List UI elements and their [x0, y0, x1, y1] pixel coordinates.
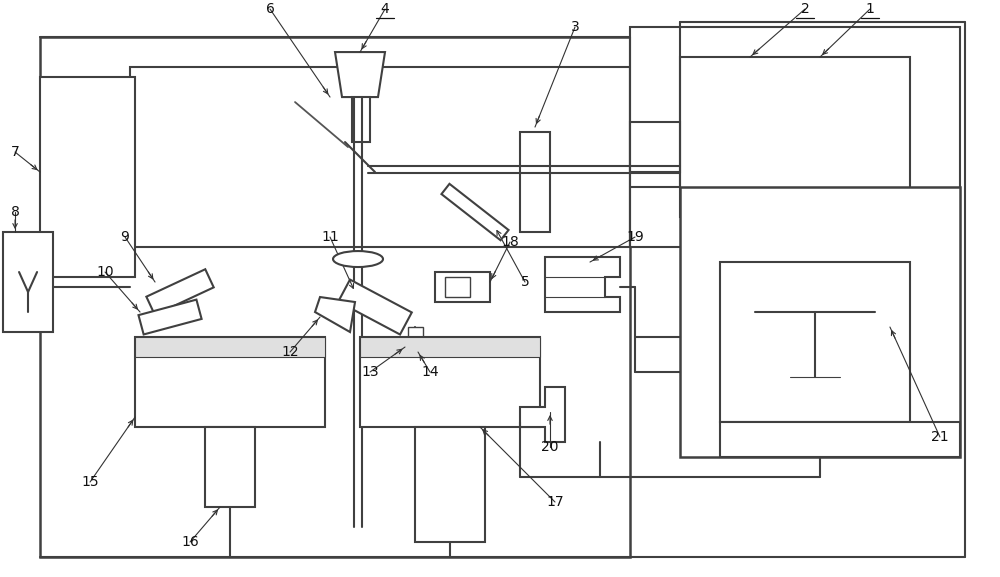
Bar — [720, 262, 910, 422]
FancyBboxPatch shape — [138, 299, 202, 335]
Text: 5: 5 — [521, 275, 529, 289]
Text: 16: 16 — [181, 535, 199, 549]
Text: 13: 13 — [361, 365, 379, 379]
Bar — [135, 337, 325, 427]
Bar — [130, 67, 630, 247]
Bar — [352, 97, 370, 142]
Bar — [630, 27, 960, 247]
FancyBboxPatch shape — [338, 280, 412, 335]
Bar — [360, 357, 540, 427]
Bar — [360, 337, 540, 427]
Text: 21: 21 — [931, 430, 949, 444]
Bar — [435, 272, 490, 302]
Bar — [205, 427, 255, 507]
Text: 1: 1 — [866, 2, 874, 16]
Text: 9: 9 — [121, 230, 129, 244]
FancyBboxPatch shape — [146, 269, 214, 315]
Text: 17: 17 — [546, 495, 564, 509]
Bar — [3, 232, 53, 332]
Bar — [415, 427, 485, 542]
Bar — [408, 327, 423, 352]
Text: 14: 14 — [421, 365, 439, 379]
Bar — [520, 132, 550, 232]
Bar — [680, 187, 960, 457]
Text: 18: 18 — [501, 235, 519, 249]
Text: 7: 7 — [11, 145, 19, 159]
Text: 15: 15 — [81, 475, 99, 489]
Polygon shape — [520, 387, 565, 442]
Text: 19: 19 — [626, 230, 644, 244]
Text: 3: 3 — [571, 20, 579, 34]
Bar — [445, 277, 470, 297]
Text: 12: 12 — [281, 345, 299, 359]
Text: 4: 4 — [381, 2, 389, 16]
Bar — [680, 57, 910, 217]
Text: 11: 11 — [321, 230, 339, 244]
FancyBboxPatch shape — [441, 184, 509, 240]
Polygon shape — [335, 52, 385, 97]
Bar — [40, 37, 630, 557]
Text: 10: 10 — [96, 265, 114, 279]
Bar — [40, 77, 135, 277]
Bar — [135, 357, 325, 427]
Text: 20: 20 — [541, 440, 559, 454]
Text: 8: 8 — [11, 205, 19, 219]
Bar — [135, 337, 325, 357]
Text: 6: 6 — [266, 2, 274, 16]
Text: 2: 2 — [801, 2, 809, 16]
Polygon shape — [315, 297, 355, 332]
Polygon shape — [545, 257, 620, 312]
Bar — [360, 337, 540, 357]
Ellipse shape — [333, 251, 383, 267]
Bar — [630, 122, 680, 172]
Bar — [720, 422, 960, 457]
